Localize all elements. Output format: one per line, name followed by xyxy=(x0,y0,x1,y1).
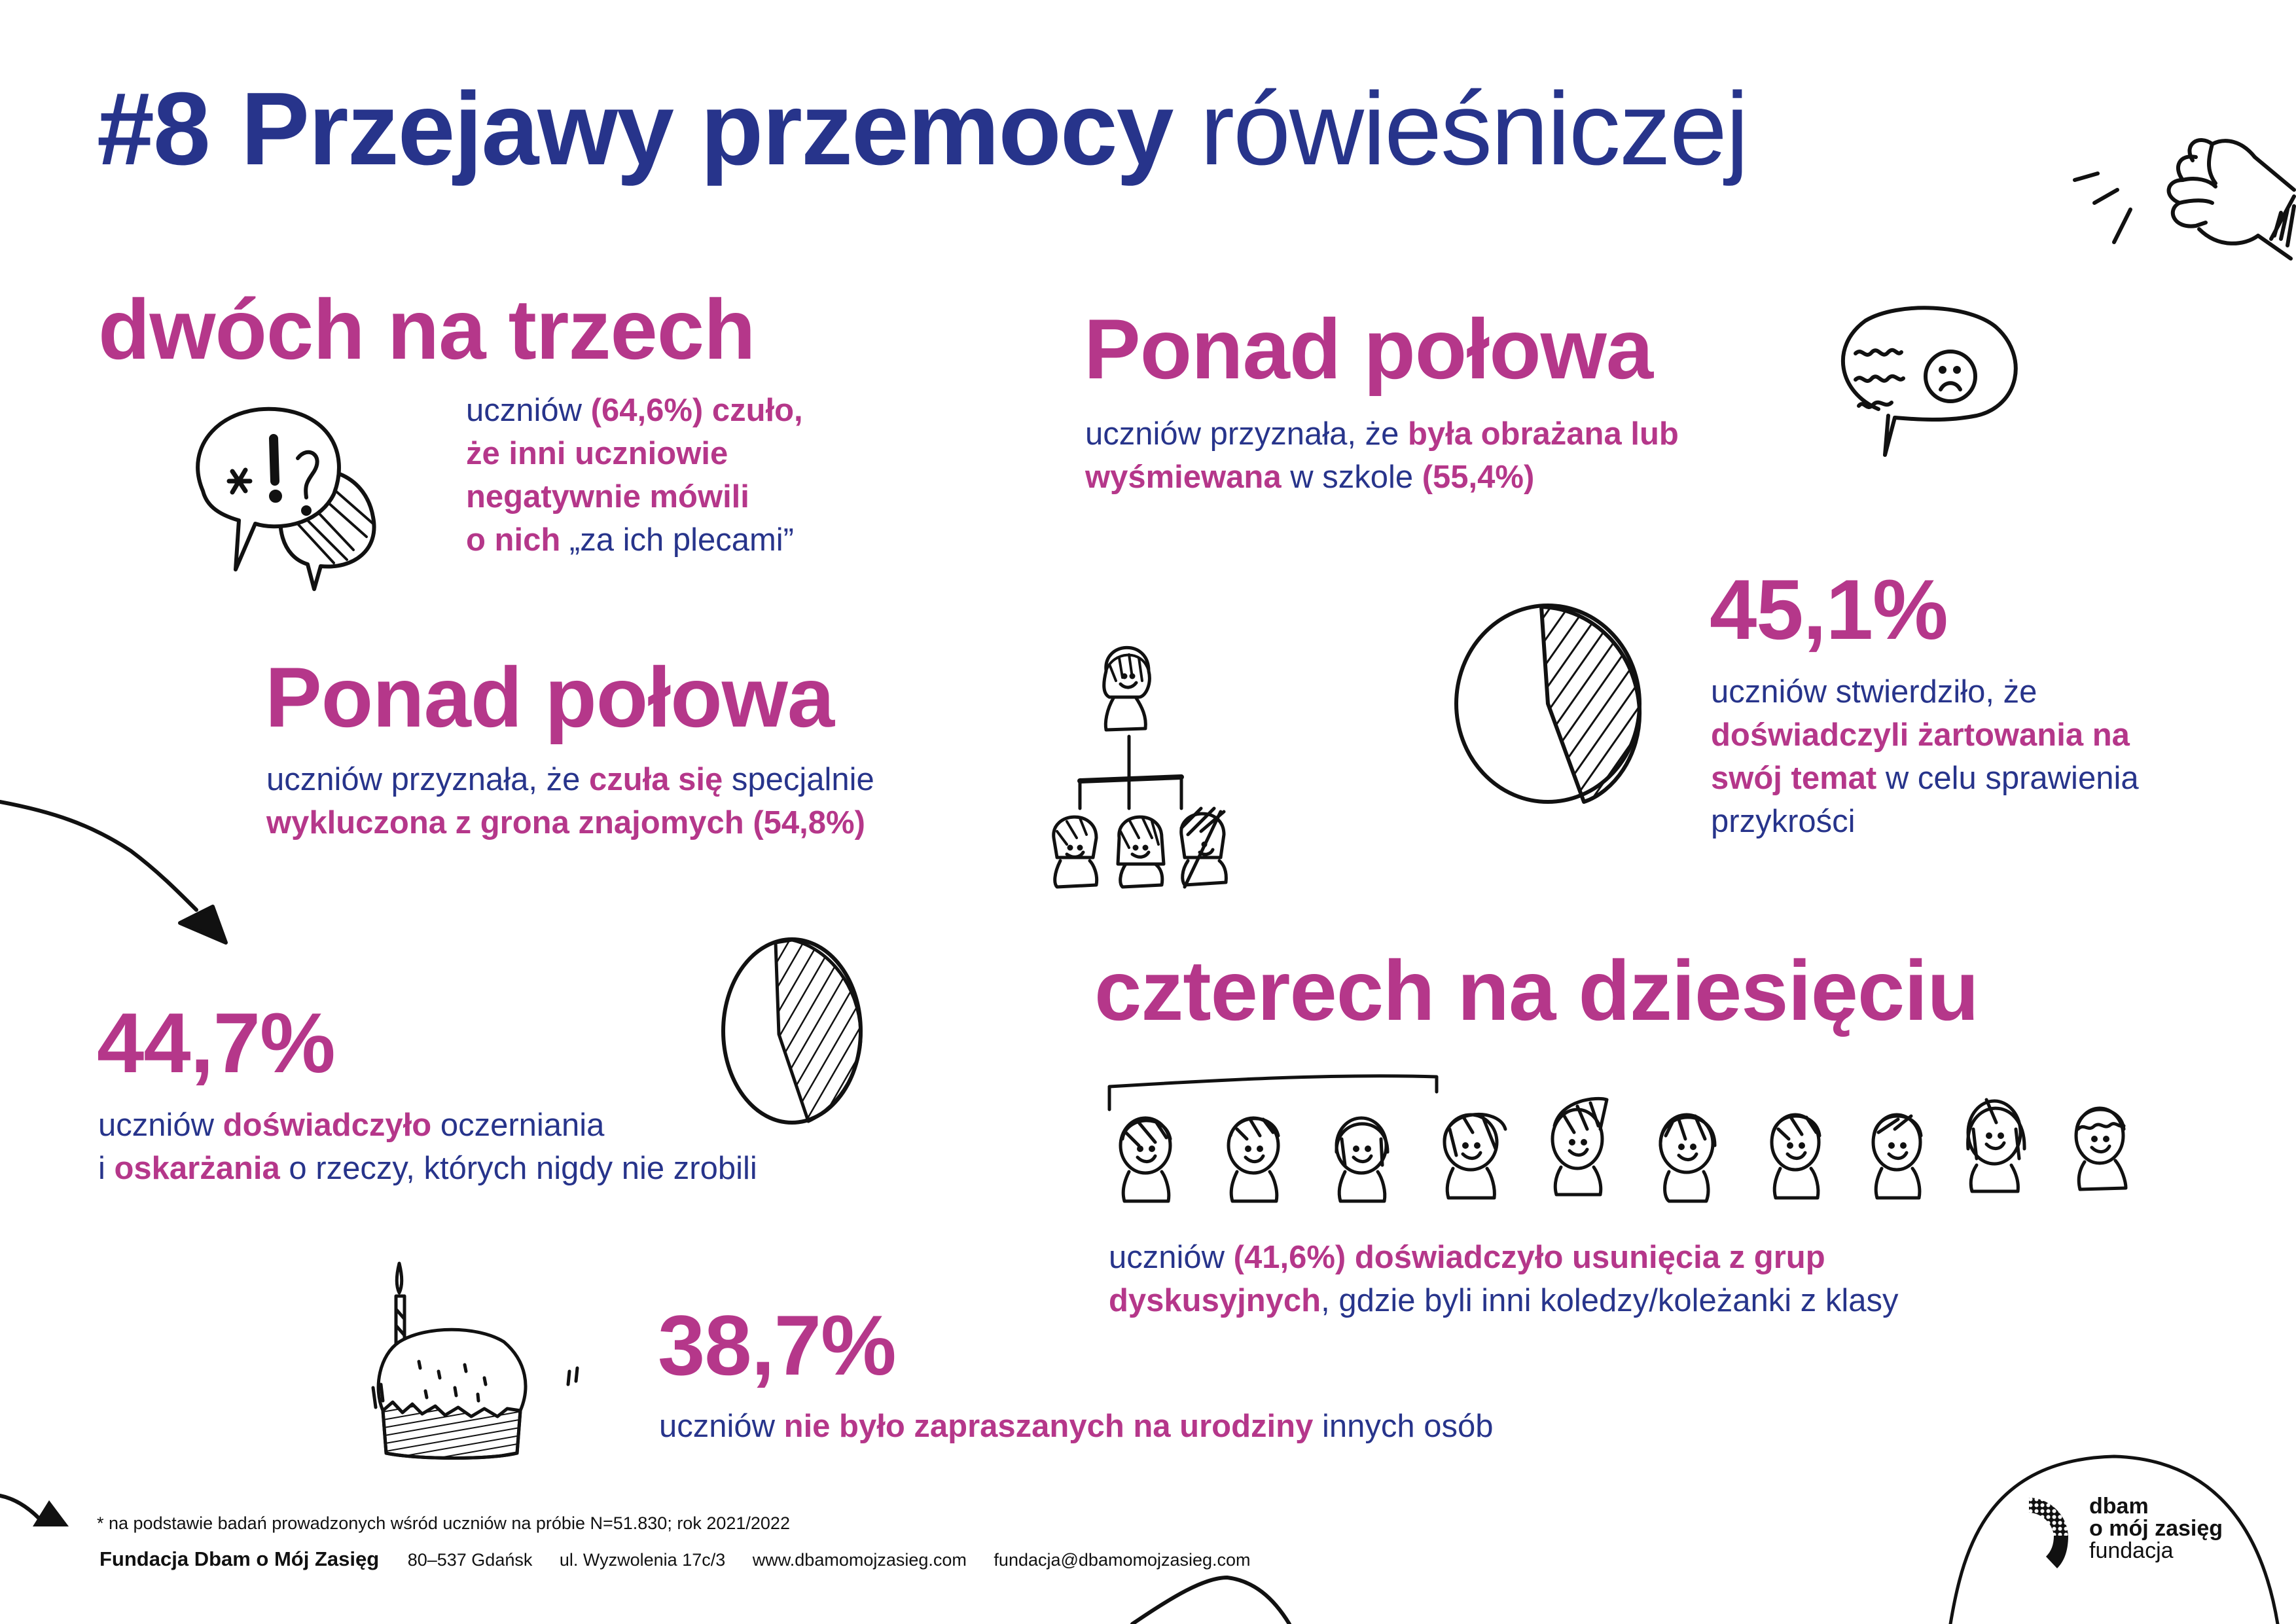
text-two-of-three: uczniów (64,6%) czuło, że inni uczniowie… xyxy=(466,393,803,558)
sad-speech-bubble-icon xyxy=(1841,306,2018,457)
pie-chart-icon-44 xyxy=(721,937,863,1125)
footnote: * na podstawie badań prowadzonych wśród … xyxy=(97,1513,790,1533)
title-number: #8 xyxy=(97,71,211,187)
arrow-icon xyxy=(0,800,228,945)
logo-line-3: fundacja xyxy=(2089,1538,2174,1563)
small-arrow-icon xyxy=(0,1494,69,1526)
title-bold: Przejawy przemocy xyxy=(240,71,1174,187)
page-title: #8 Przejawy przemocy rówieśniczej xyxy=(97,77,1749,181)
logo-mark-icon xyxy=(2029,1498,2068,1568)
footer-org: Fundacja Dbam o Mój Zasięg xyxy=(99,1547,380,1570)
text-slandered: uczniów doświadczyło oczerniania i oskar… xyxy=(98,1108,757,1186)
decorative-curve xyxy=(1130,1576,1291,1624)
fist-icon xyxy=(2073,138,2296,261)
footer-street: ul. Wyzwolenia 17c/3 xyxy=(559,1550,726,1570)
logo: dbam o mój zasięg fundacja xyxy=(2089,1495,2223,1562)
ten-faces-icon xyxy=(1107,1074,2128,1203)
headline-over-half-insulted: Ponad połowa xyxy=(1084,301,1653,397)
logo-line-2: o mój zasięg xyxy=(2089,1516,2223,1541)
text-joked-about: uczniów stwierdziło, że doświadczyli żar… xyxy=(1711,674,2139,839)
footer-postal: 80–537 Gdańsk xyxy=(407,1550,533,1570)
stat-44-7: 44,7% xyxy=(97,995,336,1091)
pie-chart-icon-45 xyxy=(1454,604,1642,804)
headline-two-of-three: dwóch na trzech xyxy=(98,281,755,377)
decorative-arch xyxy=(1948,1454,2280,1624)
headline-four-of-ten: czterech na dziesięciu xyxy=(1094,943,1979,1038)
footer-email-link[interactable]: fundacja@dbamomojzasieg.com xyxy=(994,1550,1251,1570)
title-light: rówieśniczej xyxy=(1200,71,1749,187)
speech-bubbles-icon xyxy=(196,406,376,591)
headline-over-half-excluded: Ponad połowa xyxy=(265,649,834,745)
text-not-invited: uczniów nie było zapraszanych na urodzin… xyxy=(659,1409,1494,1444)
birthday-cupcake-icon xyxy=(371,1261,579,1460)
excluded-group-icon xyxy=(1052,645,1228,889)
footer: Fundacja Dbam o Mój Zasięg 80–537 Gdańsk… xyxy=(99,1547,1273,1571)
text-removed-from-groups: uczniów (41,6%) doświadczyło usunięcia z… xyxy=(1109,1240,1899,1318)
text-insulted: uczniów przyznała, że była obrażana lub … xyxy=(1085,416,1679,495)
logo-line-1: dbam xyxy=(2089,1494,2149,1519)
stat-38-7: 38,7% xyxy=(658,1297,897,1393)
footer-website-link[interactable]: www.dbamomojzasieg.com xyxy=(752,1550,967,1570)
stat-45-1: 45,1% xyxy=(1710,562,1948,657)
text-excluded: uczniów przyznała, że czuła się specjaln… xyxy=(266,762,874,840)
